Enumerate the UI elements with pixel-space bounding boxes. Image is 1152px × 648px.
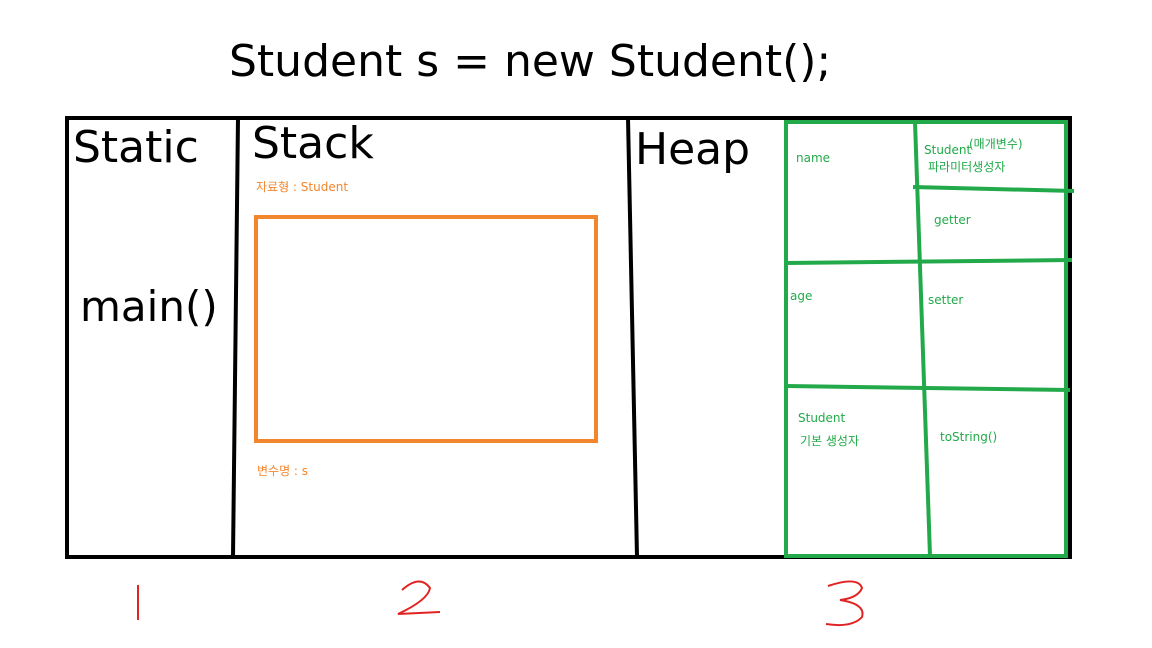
heap-field-name: name — [796, 151, 831, 165]
stack-variable-box — [254, 215, 598, 443]
stack-heap-divider — [626, 117, 639, 558]
heap-object-box — [784, 120, 1068, 558]
heap-default-ctor-name: Student — [798, 411, 846, 425]
stack-type-label: 자료형 : Student — [256, 180, 349, 194]
heap-grid-vertical — [913, 121, 932, 557]
heap-grid-h2 — [785, 258, 1073, 265]
heap-field-age: age — [790, 289, 813, 303]
heap-param-ctor-desc: 파라미터생성자 — [928, 160, 1006, 174]
stack-label: Stack — [252, 118, 374, 169]
number-3 — [825, 580, 864, 627]
heap-default-ctor-desc: 기본 생성자 — [800, 434, 860, 448]
heap-tostring: toString() — [940, 430, 998, 444]
heap-param-ctor-paren: (매개변수) — [969, 137, 1023, 151]
static-stack-divider — [231, 117, 240, 558]
heap-setter: setter — [928, 293, 964, 307]
heap-getter: getter — [934, 213, 971, 227]
memory-frame — [65, 116, 1072, 559]
code-title: Student s = new Student(); — [229, 36, 832, 87]
heap-param-ctor-name: Student — [924, 143, 972, 157]
number-2 — [397, 580, 441, 615]
heap-grid-h3 — [785, 384, 1071, 392]
heap-grid-h1 — [912, 185, 1075, 193]
static-label: Static — [73, 122, 199, 173]
stack-variable-name-label: 변수명 : s — [257, 464, 309, 478]
heap-label: Heap — [635, 124, 751, 175]
main-method-label: main() — [80, 282, 218, 331]
